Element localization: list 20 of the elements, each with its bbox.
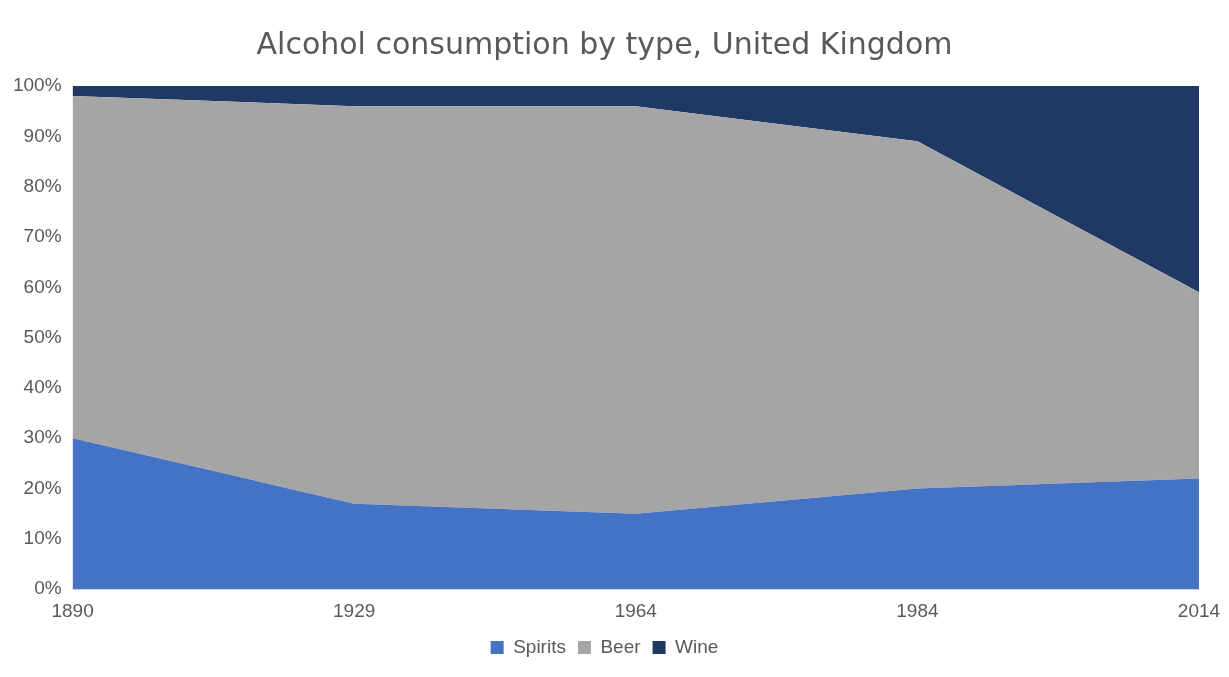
legend-label: Beer [600,635,642,657]
x-tick-label: 1984 [896,599,939,621]
y-tick-label: 40% [23,376,62,398]
y-tick-label: 30% [23,426,62,448]
y-tick-label: 100% [12,74,62,96]
y-tick-label: 10% [23,527,62,549]
y-tick-label: 90% [23,124,62,146]
y-tick-label: 60% [23,275,62,297]
x-tick-label: 1890 [51,599,94,621]
legend-label: Spirits [513,635,566,657]
x-tick-label: 2014 [1177,599,1221,621]
y-tick-label: 20% [23,476,62,498]
y-tick-label: 0% [34,577,62,599]
legend-label: Wine [675,635,719,657]
y-tick-label: 50% [23,325,62,347]
x-tick-label: 1964 [614,599,658,621]
x-tick-label: 1929 [333,599,376,621]
y-tick-label: 70% [23,225,62,247]
chart-title: Alcohol consumption by type, United Kingdom [256,25,953,61]
y-tick-label: 80% [23,174,62,196]
